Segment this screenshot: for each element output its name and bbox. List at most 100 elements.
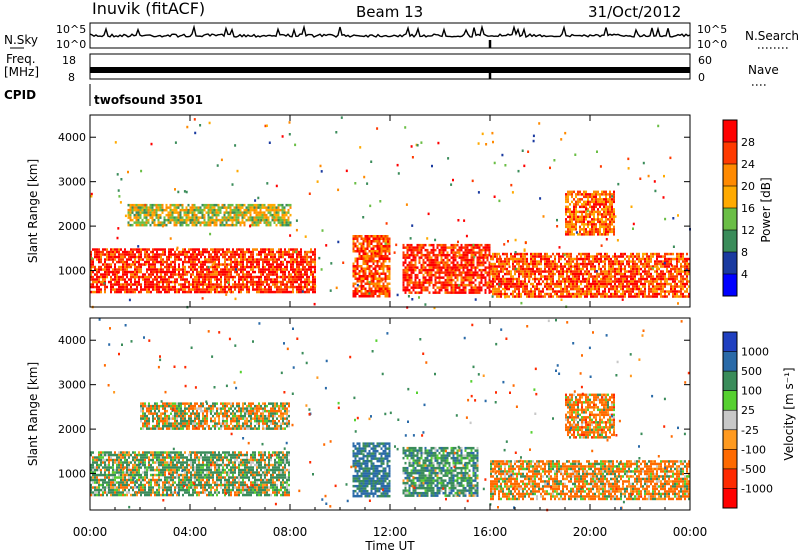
- power-cell: [378, 280, 381, 283]
- power-cell: [146, 250, 148, 254]
- power-cell: [219, 206, 222, 209]
- power-cell: [368, 265, 371, 268]
- power-cell: [163, 208, 166, 212]
- power-cell: [205, 223, 208, 227]
- power-cell: [356, 247, 359, 250]
- power-cell: [656, 287, 658, 291]
- power-cell: [488, 246, 491, 249]
- power-cell: [608, 275, 610, 278]
- power-cell: [478, 246, 481, 249]
- power-cell: [130, 248, 132, 251]
- power-cell: [448, 268, 451, 272]
- power-cell: [446, 291, 449, 294]
- power-cell: [146, 253, 148, 256]
- power-cell: [175, 218, 178, 222]
- power-cell: [368, 240, 371, 243]
- power-cell: [386, 255, 389, 258]
- power-cell: [599, 203, 601, 206]
- power-cell: [160, 273, 162, 276]
- power-cell: [596, 287, 598, 291]
- power-cell: [277, 206, 280, 209]
- power-cell: [244, 273, 246, 276]
- power-cell: [426, 268, 429, 272]
- power-cell: [212, 260, 214, 264]
- power-cell: [358, 295, 361, 298]
- power-cell: [304, 250, 306, 254]
- power-cell: [256, 283, 258, 286]
- power-cell: [366, 240, 369, 243]
- power-cell: [282, 273, 284, 276]
- power-cell: [640, 272, 642, 276]
- power-cell: [152, 260, 154, 264]
- power-cell: [542, 275, 544, 278]
- power-cell: [540, 275, 542, 278]
- power-cell: [380, 257, 383, 260]
- power-cell: [570, 255, 572, 258]
- power-cell: [406, 243, 409, 247]
- power-cell: [674, 295, 676, 298]
- power-cell: [216, 283, 218, 286]
- power-cell: [650, 277, 652, 281]
- power-cell: [250, 253, 252, 256]
- power-cell: [510, 292, 512, 296]
- power-cell: [214, 288, 216, 291]
- power-cell: [142, 278, 144, 281]
- power-cell: [308, 283, 310, 286]
- power-cell: [366, 265, 369, 268]
- power-cell: [136, 275, 138, 279]
- power-cell: [446, 278, 449, 282]
- power-cell: [426, 263, 429, 267]
- power-cell: [251, 203, 254, 207]
- power-cell: [464, 278, 467, 282]
- power-cell: [201, 216, 204, 219]
- power-cell: [603, 193, 605, 196]
- power-cell: [148, 263, 150, 266]
- power-cell: [603, 225, 605, 229]
- power-cell: [104, 258, 106, 261]
- power-cell: [310, 285, 312, 289]
- power-cell: [606, 280, 608, 283]
- power-cell: [540, 257, 542, 261]
- power-cell: [682, 280, 684, 283]
- power-cell: [254, 265, 256, 269]
- power-cell: [242, 260, 244, 264]
- power-cell: [595, 223, 597, 226]
- power-cell: [244, 265, 246, 269]
- power-cell: [585, 213, 587, 216]
- power-cell: [596, 290, 598, 293]
- power-cell: [672, 252, 674, 256]
- power-cell: [593, 225, 595, 229]
- power-cell: [370, 270, 373, 273]
- power-cell: [386, 265, 389, 268]
- power-cell: [579, 218, 581, 221]
- power-cell: [136, 250, 138, 254]
- beam-title: Beam 13: [356, 3, 423, 21]
- power-cell: [110, 283, 112, 286]
- power-cell: [544, 292, 546, 296]
- power-cell: [164, 253, 166, 256]
- power-cell: [364, 240, 367, 243]
- power-cell: [192, 268, 194, 271]
- power-cell: [382, 260, 385, 263]
- power-cell: [594, 257, 596, 261]
- power-cell: [484, 288, 487, 292]
- power-cell: [518, 260, 520, 263]
- power-cell: [364, 235, 367, 238]
- power-cell: [172, 273, 174, 276]
- power-cell: [656, 292, 658, 296]
- power-cell: [144, 278, 146, 281]
- power-cell: [256, 260, 258, 264]
- power-cell: [496, 295, 498, 298]
- power-cell: [258, 268, 260, 271]
- power-cell: [656, 270, 658, 273]
- power-cell: [374, 285, 377, 288]
- power-cell: [161, 211, 164, 214]
- power-cell: [420, 253, 423, 257]
- power-cell: [530, 267, 532, 271]
- power-cell: [532, 255, 534, 258]
- power-cell: [573, 198, 575, 201]
- power-cell: [124, 290, 126, 294]
- power-cell: [130, 263, 132, 266]
- power-cell: [217, 218, 220, 222]
- power-cell: [292, 258, 294, 261]
